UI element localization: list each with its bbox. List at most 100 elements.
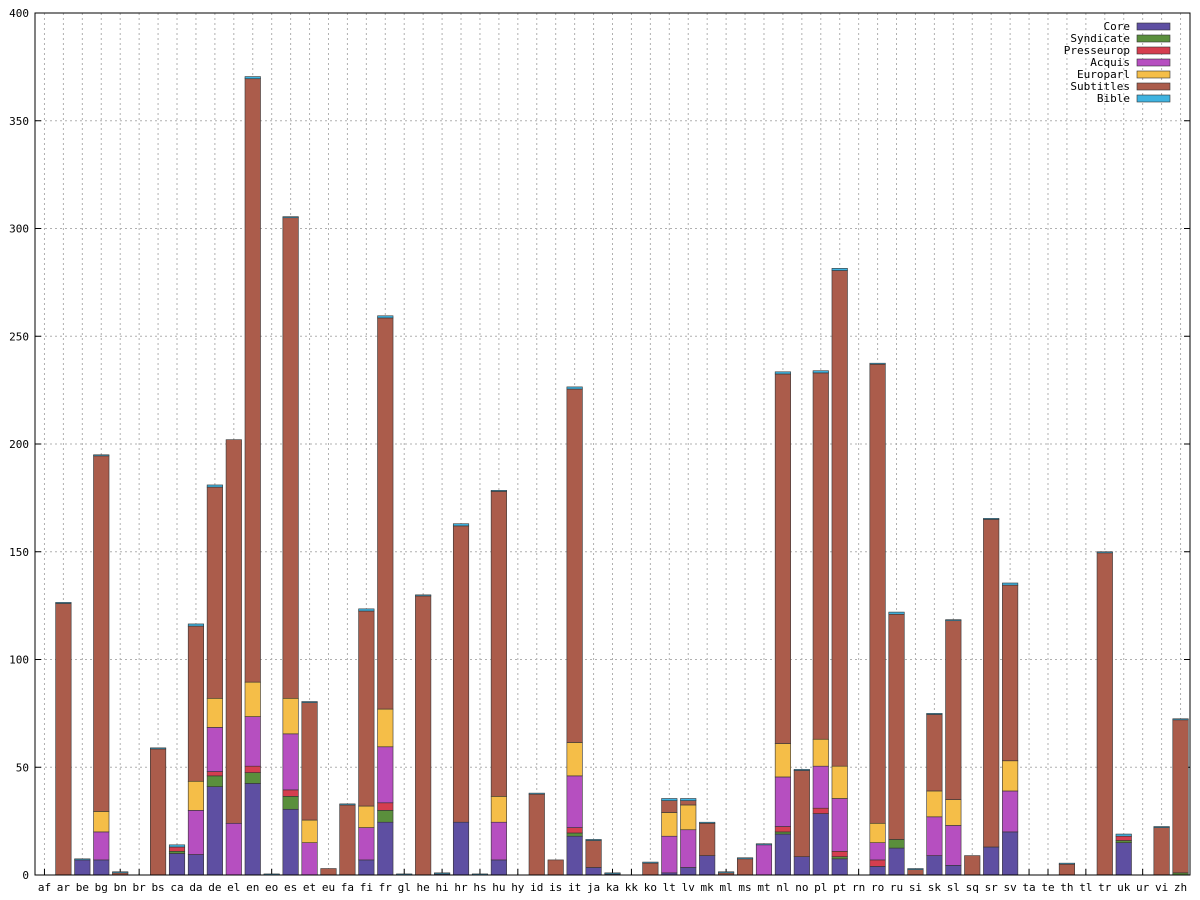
bar-vi-bible [1153, 826, 1170, 828]
bar-de-core [206, 786, 223, 876]
bar-sk-europarl [926, 790, 943, 818]
bar-tr-bible [1096, 551, 1113, 554]
bar-hi-bible [434, 872, 451, 875]
bar-sl-bible [945, 619, 962, 622]
bar-ru-core [888, 847, 905, 876]
bar-pt-acquis [831, 798, 848, 852]
bar-si-bible [907, 868, 924, 870]
bar-da-acquis [187, 810, 204, 855]
bar-bg-subtitles [93, 455, 110, 812]
bar-de-presseurop [206, 771, 223, 777]
bar-ru-syndicate [888, 839, 905, 849]
x-tick-label-da: da [189, 881, 202, 894]
x-tick-label-it: it [568, 881, 581, 894]
x-tick-label-en: en [246, 881, 259, 894]
bar-hr-bible [452, 523, 470, 527]
bar-ko-bible [642, 861, 659, 864]
x-tick-label-ko: ko [644, 881, 657, 894]
legend-swatch-presseurop [1136, 46, 1171, 55]
x-tick-label-ka: ka [606, 881, 619, 894]
bar-ro-bible [869, 362, 886, 365]
x-tick-label-id: id [530, 881, 543, 894]
x-tick-label-hu: hu [492, 881, 505, 894]
bar-si-subtitles [907, 869, 924, 876]
bar-hr-subtitles [452, 525, 470, 823]
bar-id-bible [528, 792, 545, 795]
bar-lv-bible [680, 798, 697, 801]
bar-lv-core [680, 867, 697, 876]
bar-et-acquis [301, 842, 318, 876]
bar-lv-acquis [680, 829, 697, 868]
x-tick-label-lv: lv [682, 881, 696, 894]
bar-es-presseurop [282, 789, 299, 797]
bar-ko-subtitles [642, 862, 659, 876]
bar-ca-bible [168, 844, 186, 848]
bar-hr-core [452, 821, 470, 876]
bar-nl-core [774, 833, 791, 876]
bar-en-acquis [244, 716, 261, 767]
x-tick-label-si: si [909, 881, 922, 894]
bar-uk-bible [1115, 833, 1132, 837]
legend-label-europarl: Europarl [1077, 68, 1130, 81]
bar-is-subtitles [547, 859, 564, 876]
bar-bg-europarl [93, 811, 110, 833]
bar-ka-bible [604, 872, 621, 875]
bar-sr-bible [983, 518, 1000, 520]
bar-ar-subtitles [55, 603, 72, 876]
bar-ms-bible [736, 857, 754, 860]
y-tick-label: 300 [9, 223, 29, 236]
bar-fr-presseurop [377, 802, 394, 811]
legend-swatch-bible [1136, 94, 1171, 103]
x-tick-label-is: is [549, 881, 562, 894]
bar-uk-presseurop [1115, 835, 1132, 841]
bar-it-bible [566, 386, 583, 390]
bar-ja-subtitles [585, 840, 602, 868]
x-tick-label-th: th [1060, 881, 1073, 894]
bar-bs-subtitles [150, 748, 167, 876]
x-tick-label-ar: ar [57, 881, 71, 894]
bar-da-bible [187, 623, 204, 627]
bar-de-europarl [206, 697, 223, 728]
bar-pt-bible [831, 268, 848, 271]
bar-no-bible [793, 769, 810, 771]
x-tick-label-sq: sq [966, 881, 979, 894]
x-tick-label-hy: hy [511, 881, 525, 894]
bar-pl-europarl [812, 738, 829, 767]
bar-es-syndicate [282, 796, 299, 810]
bar-pl-bible [812, 370, 829, 374]
x-tick-label-br: br [133, 881, 147, 894]
bar-ar-bible [55, 602, 72, 604]
y-tick-label: 150 [9, 546, 29, 559]
x-tick-label-sv: sv [1003, 881, 1017, 894]
x-tick-label-bg: bg [95, 881, 108, 894]
y-tick-label: 250 [9, 330, 29, 343]
bar-sk-bible [926, 713, 943, 715]
bar-nl-europarl [774, 743, 791, 778]
bar-sl-acquis [945, 825, 962, 866]
bar-he-bible [415, 594, 432, 597]
x-tick-label-zh: zh [1174, 881, 1187, 894]
bar-da-subtitles [187, 625, 204, 782]
x-tick-label-nl: nl [776, 881, 789, 894]
bar-pl-core [812, 813, 829, 876]
x-tick-label-sr: sr [985, 881, 999, 894]
bar-fr-core [377, 821, 394, 876]
x-tick-label-rn: rn [852, 881, 865, 894]
x-tick-label-af: af [38, 881, 51, 894]
bar-ru-subtitles [888, 613, 905, 840]
x-tick-label-ms: ms [738, 881, 751, 894]
bar-de-subtitles [206, 486, 223, 699]
legend-label-core: Core [1104, 20, 1131, 33]
bar-be-core [74, 859, 91, 876]
bar-es-europarl [282, 697, 299, 735]
bar-ro-europarl [869, 822, 886, 843]
x-tick-label-lt: lt [663, 881, 676, 894]
y-tick-label: 350 [9, 115, 29, 128]
bar-nl-bible [774, 371, 791, 375]
bar-ms-subtitles [736, 858, 754, 876]
legend-label-presseurop: Presseurop [1064, 44, 1130, 57]
bar-nl-presseurop [774, 826, 791, 833]
legend-label-bible: Bible [1097, 92, 1130, 105]
bar-pt-europarl [831, 765, 848, 799]
